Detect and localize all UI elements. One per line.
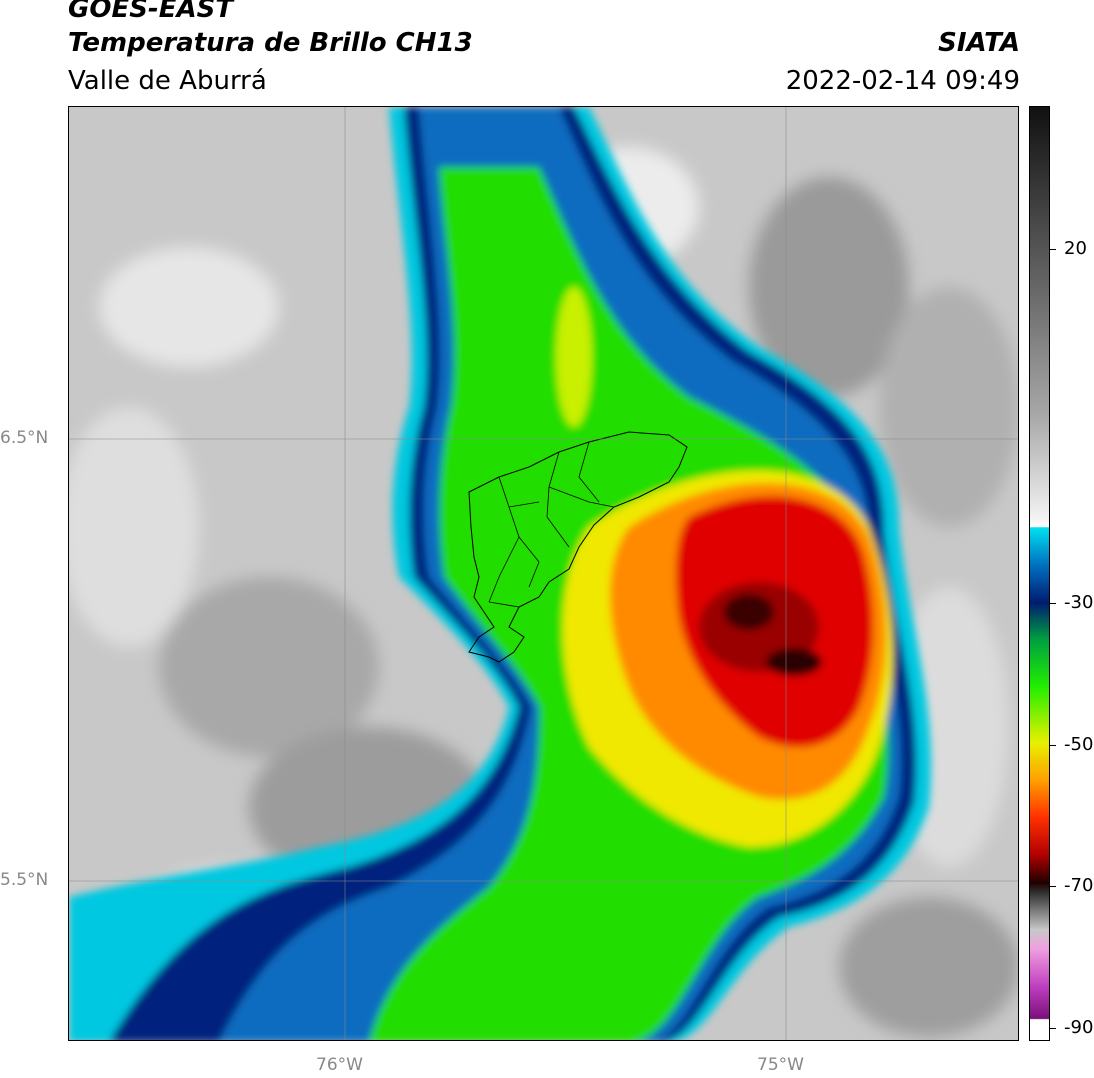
cloud-core: [724, 594, 774, 630]
colorbar-tick: [1050, 745, 1056, 746]
product-title: Temperatura de Brillo CH13: [68, 28, 473, 58]
colorbar-tick: [1050, 886, 1056, 887]
aburra-valley-boundary: [468, 431, 688, 663]
colorbar-tick: [1050, 249, 1056, 250]
cloud-core-2: [766, 648, 822, 676]
lon-label-75: 75°W: [757, 1055, 804, 1075]
organization-label: SIATA: [938, 28, 1020, 58]
map-svg: [69, 107, 1018, 1040]
colorbar-tick: [1050, 603, 1056, 604]
satellite-title: GOES-EAST: [68, 0, 234, 24]
satellite-map[interactable]: [68, 106, 1019, 1041]
colorbar-tick: [1050, 1028, 1056, 1029]
colorbar-label-minus-30: -30: [1064, 592, 1094, 613]
region-subtitle: Valle de Aburrá: [68, 66, 267, 96]
colorbar-label-minus-90: -90: [1064, 1017, 1094, 1038]
lon-label-76: 76°W: [316, 1055, 363, 1075]
timestamp-label: 2022-02-14 09:49: [785, 66, 1020, 96]
cloud-system: [69, 107, 931, 1040]
lat-label-6-5: 6.5°N: [0, 428, 49, 448]
colorbar: [1029, 106, 1050, 1041]
colorbar-label-20: 20: [1064, 238, 1087, 259]
colorbar-svg: [1030, 107, 1049, 1040]
colorbar-label-minus-50: -50: [1064, 734, 1094, 755]
cloud-yellow-streak: [556, 287, 592, 427]
colorbar-gradient: [1030, 107, 1049, 1040]
colorbar-label-minus-70: -70: [1064, 875, 1094, 896]
lat-label-5-5: 5.5°N: [0, 870, 49, 890]
municipality-lines: [488, 441, 615, 608]
